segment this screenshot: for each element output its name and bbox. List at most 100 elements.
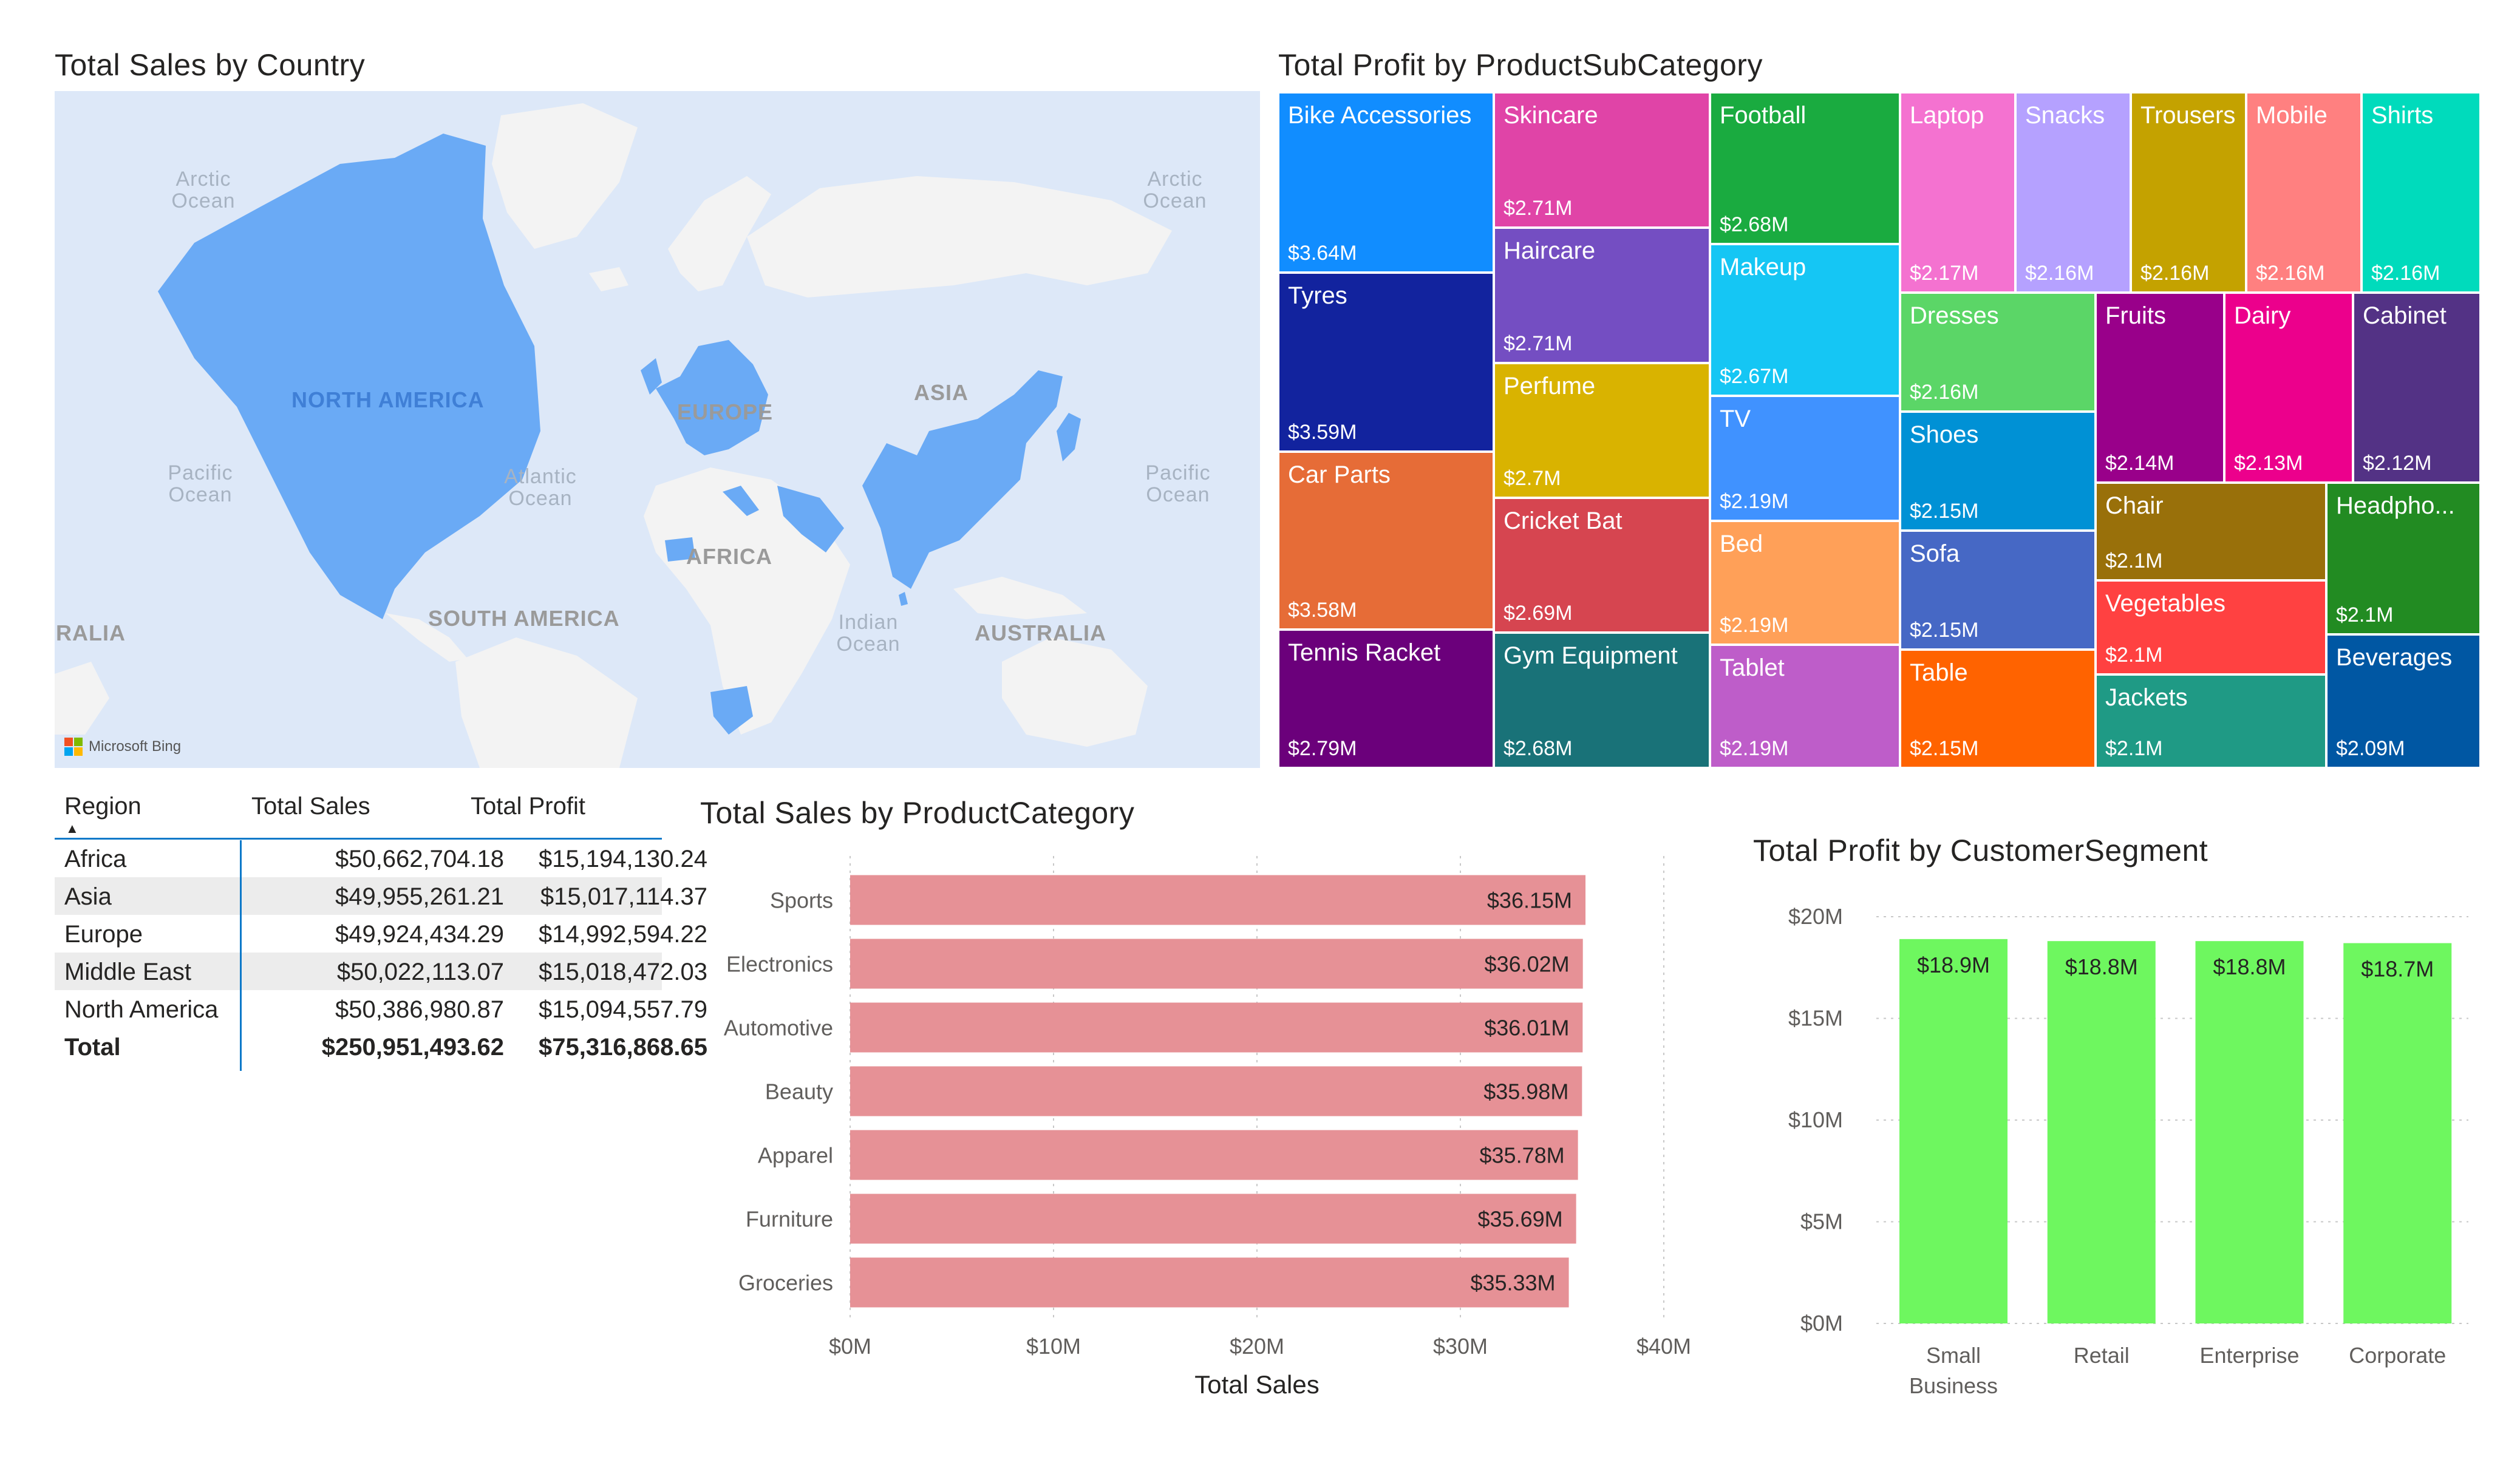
column-chart-title: Total Profit by CustomerSegment: [1753, 834, 2208, 868]
treemap-tile-value: $2.17M: [1910, 262, 1979, 285]
treemap-tile-label: Tyres: [1288, 282, 1347, 309]
treemap-tile[interactable]: Cabinet $2.12M: [2353, 293, 2481, 483]
treemap-tile[interactable]: Football $2.68M: [1710, 92, 1900, 244]
treemap-tile[interactable]: Cricket Bat $2.69M: [1494, 498, 1710, 633]
region-table[interactable]: Region ▲ Total Sales Total Profit Africa…: [55, 783, 707, 1065]
treemap-tile[interactable]: Fruits $2.14M: [2096, 293, 2224, 483]
cell-total-profit: $15,017,114.37: [540, 883, 707, 910]
treemap-tile[interactable]: Chair $2.1M: [2096, 483, 2326, 580]
profit-by-segment-chart[interactable]: $0M $5M $10M $15M $20M $18.9M Small Business $18…: [1737, 874, 2477, 1421]
treemap-title: Total Profit by ProductSubCategory: [1278, 48, 1763, 82]
bar[interactable]: [2343, 943, 2452, 1323]
category-label: Furniture: [746, 1207, 833, 1232]
bar[interactable]: [850, 1066, 1582, 1116]
bar-data-label: $18.8M: [2213, 954, 2286, 979]
treemap-tile-value: $2.16M: [2025, 262, 2094, 285]
treemap-tile[interactable]: Tyres $3.59M: [1278, 273, 1494, 452]
cell-region: North America: [64, 996, 219, 1023]
category-label: Sports: [770, 888, 833, 913]
category-label: Beauty: [765, 1079, 833, 1104]
bar-data-label: $36.15M: [1487, 888, 1572, 913]
treemap-tile-label: Dresses: [1910, 302, 1999, 329]
bar-data-label: $18.9M: [1917, 953, 1990, 977]
treemap-tile[interactable]: Gym Equipment $2.68M: [1494, 633, 1710, 768]
treemap-tile[interactable]: Car Parts $3.58M: [1278, 452, 1494, 630]
treemap-tile[interactable]: Table $2.15M: [1900, 650, 2096, 768]
treemap-tile[interactable]: Jackets $2.1M: [2096, 674, 2326, 768]
treemap-tile[interactable]: Sofa $2.15M: [1900, 531, 2096, 650]
bar[interactable]: [1899, 939, 2007, 1323]
profit-treemap[interactable]: Bike Accessories $3.64M Tyres $3.59M Car Par…: [1278, 92, 2481, 768]
table-row[interactable]: North America $50,386,980.87 $15,094,557.7…: [55, 990, 707, 1028]
treemap-tile[interactable]: Perfume $2.7M: [1494, 363, 1710, 498]
column-header-region[interactable]: Region: [64, 793, 141, 820]
bar[interactable]: [850, 1194, 1576, 1244]
treemap-tile[interactable]: Haircare $2.71M: [1494, 228, 1710, 363]
column-header-total-profit[interactable]: Total Profit: [471, 793, 585, 820]
uk-region: [641, 358, 662, 395]
table-row[interactable]: Africa $50,662,704.18 $15,194,130.24: [55, 840, 707, 877]
treemap-tile[interactable]: Makeup $2.67M: [1710, 244, 1900, 396]
treemap-tile[interactable]: TV $2.19M: [1710, 396, 1900, 521]
treemap-tile[interactable]: Dairy $2.13M: [2224, 293, 2353, 483]
bar-data-label: $35.78M: [1480, 1143, 1565, 1168]
treemap-tile-label: Fruits: [2105, 302, 2166, 329]
treemap-tile-label: Bed: [1720, 531, 1763, 557]
treemap-tile[interactable]: Bed $2.19M: [1710, 521, 1900, 645]
table-column-divider: [240, 840, 242, 1071]
x-tick-label: $30M: [1433, 1334, 1488, 1359]
treemap-tile[interactable]: Trousers $2.16M: [2131, 92, 2246, 293]
table-row[interactable]: Asia $49,955,261.21 $15,017,114.37: [55, 877, 707, 915]
x-axis-title: Total Sales: [1194, 1370, 1319, 1399]
treemap-tile[interactable]: Shirts $2.16M: [2362, 92, 2481, 293]
treemap-tile[interactable]: Headpho... $2.1M: [2326, 483, 2481, 634]
treemap-tile-value: $2.67M: [1720, 365, 1789, 388]
bar[interactable]: [850, 1002, 1583, 1053]
microsoft-logo-icon: [64, 738, 83, 756]
bar[interactable]: [2047, 941, 2156, 1323]
treemap-tile[interactable]: Beverages $2.09M: [2326, 634, 2481, 768]
table-total-row[interactable]: Total $250,951,493.62 $75,316,868.65: [55, 1028, 707, 1065]
table-row[interactable]: Europe $49,924,434.29 $14,992,594.22: [55, 915, 707, 953]
treemap-tile-value: $2.09M: [2336, 737, 2405, 760]
treemap-tile-value: $2.68M: [1503, 737, 1573, 760]
bar[interactable]: [850, 875, 1586, 925]
bar-data-label: $35.33M: [1470, 1271, 1555, 1296]
treemap-tile[interactable]: Tennis Racket $2.79M: [1278, 630, 1494, 768]
bar-data-label: $35.98M: [1483, 1079, 1568, 1104]
continent-label: ASIA: [914, 380, 969, 405]
treemap-tile-value: $2.7M: [1503, 467, 1561, 490]
category-label: Automotive: [724, 1016, 833, 1041]
category-label: Corporate: [2349, 1343, 2446, 1368]
continent-label: AFRICA: [686, 544, 772, 569]
bar[interactable]: [850, 1257, 1569, 1308]
treemap-tile-label: Gym Equipment: [1503, 642, 1678, 669]
column-header-total-sales[interactable]: Total Sales: [251, 793, 370, 820]
treemap-tile-label: Jackets: [2105, 684, 2188, 711]
sort-ascending-icon[interactable]: ▲: [66, 821, 79, 836]
bar[interactable]: [2195, 941, 2304, 1323]
treemap-tile[interactable]: Shoes $2.15M: [1900, 412, 2096, 531]
australia-land: [1002, 637, 1148, 747]
treemap-tile[interactable]: Laptop $2.17M: [1900, 92, 2015, 293]
cell-total-sales: $49,924,434.29: [335, 921, 504, 948]
sales-map[interactable]: Arctic Ocean Arctic Ocean Pacific Ocean …: [55, 91, 1260, 768]
treemap-tile[interactable]: Snacks $2.16M: [2015, 92, 2131, 293]
treemap-tile[interactable]: Dresses $2.16M: [1900, 293, 2096, 412]
treemap-tile[interactable]: Mobile $2.16M: [2246, 92, 2362, 293]
treemap-tile-label: Cricket Bat: [1503, 508, 1623, 534]
bar[interactable]: [850, 1130, 1578, 1180]
treemap-tile-value: $2.69M: [1503, 602, 1573, 625]
cell-total-sales: $50,386,980.87: [335, 996, 504, 1023]
treemap-tile[interactable]: Bike Accessories $3.64M: [1278, 92, 1494, 273]
treemap-tile-value: $2.13M: [2234, 452, 2303, 475]
category-label: Electronics: [726, 952, 833, 977]
sales-by-category-chart[interactable]: $0M $10M $20M $30M $40M Sports $36.15M Electron…: [698, 826, 1712, 1433]
bar[interactable]: [850, 939, 1583, 989]
table-row[interactable]: Middle East $50,022,113.07 $15,018,472.03: [55, 953, 707, 990]
treemap-tile[interactable]: Tablet $2.19M: [1710, 645, 1900, 768]
bar-chart-title: Total Sales by ProductCategory: [700, 796, 1135, 830]
cell-total-profit: $15,194,130.24: [538, 846, 707, 872]
treemap-tile[interactable]: Skincare $2.71M: [1494, 92, 1710, 228]
treemap-tile[interactable]: Vegetables $2.1M: [2096, 580, 2326, 674]
